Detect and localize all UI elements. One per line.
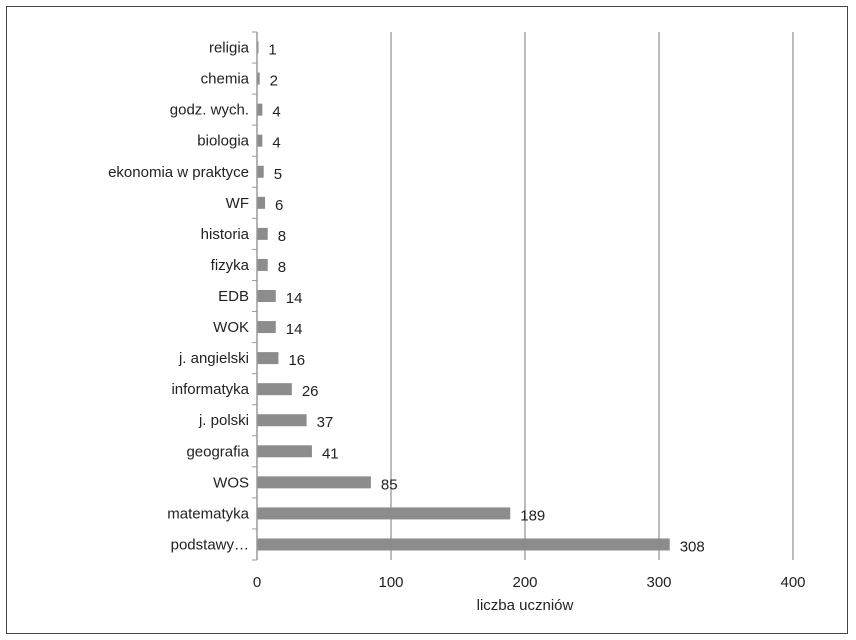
data-label: 14 <box>286 290 303 307</box>
axes <box>252 31 258 561</box>
data-label: 8 <box>278 228 286 245</box>
bar <box>257 290 276 302</box>
data-label: 5 <box>274 166 282 183</box>
category-label: geografia <box>186 443 249 460</box>
x-tick-label: 0 <box>253 574 261 591</box>
chart-frame: 0 100 200 300 400 religia 1 chemia 2 godz. wych. 4… <box>6 6 848 634</box>
category-label: chemia <box>201 71 250 88</box>
data-label: 37 <box>317 414 334 431</box>
category-label: j. angielski <box>178 350 249 367</box>
category-label: religia <box>209 40 250 57</box>
data-label: 189 <box>520 507 545 524</box>
x-tick-label: 200 <box>512 574 537 591</box>
category-label: fizyka <box>211 257 250 274</box>
category-label: ekonomia w praktyce <box>108 164 249 181</box>
category-label: informatyka <box>171 381 249 398</box>
bar <box>257 72 260 85</box>
bar <box>257 258 268 271</box>
x-tick-label: 100 <box>378 574 403 591</box>
x-tick-label: 400 <box>780 574 805 591</box>
data-label: 6 <box>275 197 283 214</box>
bars <box>257 41 670 551</box>
bar <box>257 134 263 147</box>
data-label: 4 <box>272 104 280 121</box>
category-label: matematyka <box>167 505 249 522</box>
bar <box>257 383 292 396</box>
bar <box>257 414 307 427</box>
labels: 0 100 200 300 400 religia 1 chemia 2 godz. wych. 4… <box>108 40 805 591</box>
category-label: biologia <box>197 133 249 150</box>
x-tick-label: 300 <box>646 574 671 591</box>
bar <box>257 445 312 458</box>
bar <box>257 227 268 240</box>
data-label: 16 <box>288 352 305 369</box>
category-label: WOK <box>213 319 249 336</box>
data-label: 4 <box>272 135 280 152</box>
data-label: 2 <box>270 73 278 90</box>
bar <box>257 321 276 334</box>
category-label: historia <box>201 226 250 243</box>
data-label: 85 <box>381 476 398 493</box>
bar <box>257 507 511 520</box>
bar <box>257 165 264 178</box>
data-label: 14 <box>286 321 303 338</box>
category-label: j. polski <box>198 412 249 429</box>
gridlines <box>390 32 794 560</box>
category-label: WF <box>226 195 249 212</box>
data-label: 308 <box>680 538 705 555</box>
bar-chart: 0 100 200 300 400 religia 1 chemia 2 godz. wych. 4… <box>108 31 806 614</box>
x-axis-title: liczba uczniów <box>477 597 574 614</box>
category-label: WOS <box>213 474 249 491</box>
data-label: 8 <box>278 259 286 276</box>
bar <box>257 196 266 209</box>
category-label: podstawy… <box>171 536 249 553</box>
bar <box>257 476 371 489</box>
bar <box>257 103 263 116</box>
bar <box>257 538 670 551</box>
data-label: 41 <box>322 445 339 462</box>
bar <box>257 352 279 365</box>
category-label: EDB <box>218 288 249 305</box>
category-label: godz. wych. <box>170 102 249 119</box>
data-label: 1 <box>268 42 276 59</box>
data-label: 26 <box>302 383 319 400</box>
